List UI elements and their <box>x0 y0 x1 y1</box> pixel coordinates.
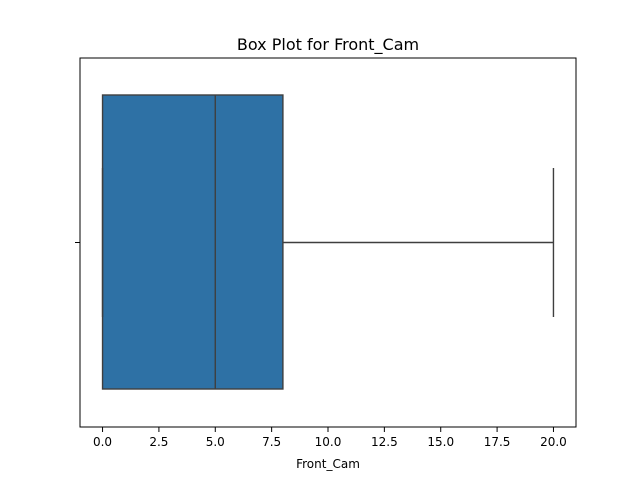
chart-title: Box Plot for Front_Cam <box>237 35 419 55</box>
x-tick-label: 17.5 <box>484 435 511 449</box>
x-tick-label: 20.0 <box>540 435 567 449</box>
x-tick-label: 10.0 <box>315 435 342 449</box>
box-plot-group <box>101 94 555 390</box>
x-axis-ticks: 0.0 2.5 5.0 7.5 10.0 12.5 15.0 17.5 20.0 <box>93 427 567 449</box>
x-tick-label: 7.5 <box>262 435 281 449</box>
iqr-box <box>101 94 284 390</box>
x-tick-label: 0.0 <box>93 435 112 449</box>
x-tick-label: 12.5 <box>371 435 398 449</box>
x-tick-label: 2.5 <box>149 435 168 449</box>
x-tick-label: 5.0 <box>206 435 225 449</box>
x-axis-label: Front_Cam <box>296 457 360 471</box>
x-tick-label: 15.0 <box>427 435 454 449</box>
